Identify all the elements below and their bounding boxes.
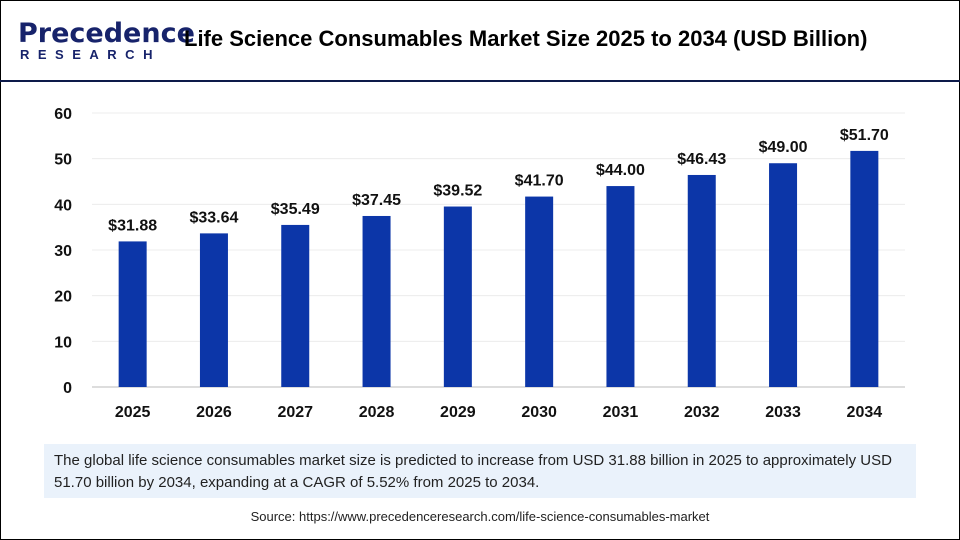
y-tick-label: 30 xyxy=(54,243,72,260)
data-label: $46.43 xyxy=(677,151,726,168)
x-tick-label: 2030 xyxy=(521,404,557,421)
logo-line2: RESEARCH xyxy=(20,47,161,62)
bar-2027 xyxy=(281,224,310,387)
y-tick-label: 20 xyxy=(54,289,72,306)
x-tick-label: 2025 xyxy=(115,404,151,421)
chart-title: Life Science Consumables Market Size 202… xyxy=(184,26,868,51)
bar-2028 xyxy=(362,215,391,387)
logo-line1: Precedence xyxy=(18,18,195,49)
source-text: Source: https://www.precedenceresearch.c… xyxy=(250,509,710,524)
y-tick-label: 0 xyxy=(63,380,72,397)
header: Precedence RESEARCH Life Science Consuma… xyxy=(0,0,960,82)
data-label: $51.70 xyxy=(840,127,889,144)
bar-2030 xyxy=(525,196,554,387)
y-tick-label: 10 xyxy=(54,334,72,351)
y-tick-label: 50 xyxy=(54,152,72,169)
data-label: $35.49 xyxy=(271,201,320,218)
x-tick-label: 2026 xyxy=(196,404,232,421)
x-tick-label: 2032 xyxy=(684,404,720,421)
bar-2025 xyxy=(118,241,147,387)
bar-2033 xyxy=(769,163,798,387)
bar-chart: 0102030405060$31.882025$33.642026$35.492… xyxy=(54,106,905,421)
data-label: $41.70 xyxy=(515,173,564,190)
summary-box: The global life science consumables mark… xyxy=(44,444,916,498)
data-label: $39.52 xyxy=(433,183,482,200)
bar-2029 xyxy=(443,206,472,387)
x-tick-label: 2031 xyxy=(603,404,639,421)
bar-2026 xyxy=(199,233,228,387)
x-tick-label: 2034 xyxy=(847,404,883,421)
data-label: $44.00 xyxy=(596,162,645,179)
data-label: $49.00 xyxy=(759,139,808,156)
x-tick-label: 2027 xyxy=(277,404,313,421)
x-tick-label: 2033 xyxy=(765,404,801,421)
data-label: $33.64 xyxy=(189,209,238,226)
bar-2032 xyxy=(687,174,716,387)
data-label: $31.88 xyxy=(108,217,157,234)
bar-2034 xyxy=(850,150,879,387)
bar-2031 xyxy=(606,186,635,387)
x-tick-label: 2029 xyxy=(440,404,476,421)
precedence-research-logo: Precedence RESEARCH xyxy=(18,20,195,62)
y-tick-label: 60 xyxy=(54,106,72,123)
data-label: $37.45 xyxy=(352,192,401,209)
y-tick-label: 40 xyxy=(54,197,72,214)
x-tick-label: 2028 xyxy=(359,404,395,421)
